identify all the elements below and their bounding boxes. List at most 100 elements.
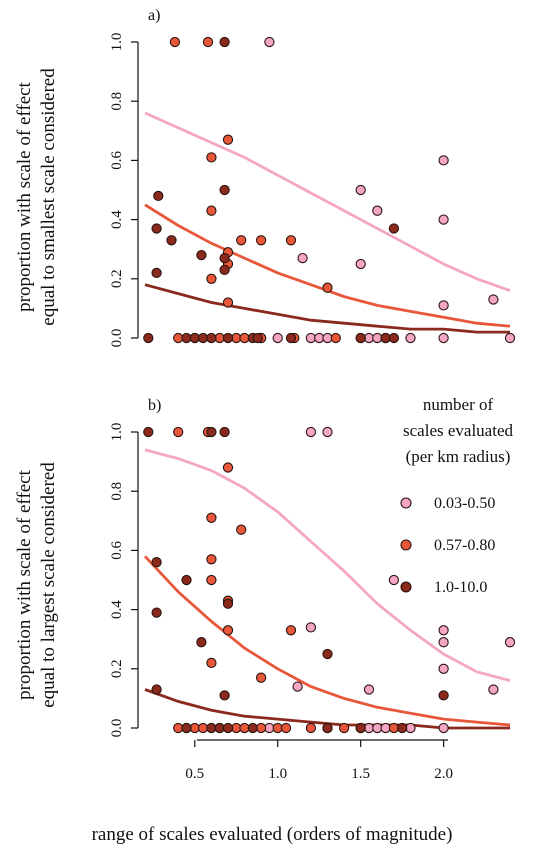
fit-curve-0.03-0.50	[144, 448, 511, 682]
data-point	[438, 637, 449, 648]
data-point	[196, 249, 207, 261]
data-point	[438, 722, 449, 734]
panel-b-x-ticks: 0.5 1.0 1.5 2.0	[185, 740, 453, 782]
data-point	[438, 690, 449, 701]
data-point	[438, 663, 449, 674]
data-point	[272, 332, 283, 344]
data-point	[322, 722, 333, 734]
legend-label: 1.0-10.0	[434, 579, 487, 596]
legend-label: 0.03-0.50	[434, 495, 495, 512]
panel-b-y-ticks: 0.0 0.2 0.4 0.6 0.8 1.0	[109, 423, 138, 738]
fit-curve-0.57-0.80	[143, 555, 511, 727]
data-point	[372, 205, 383, 216]
data-point	[181, 574, 192, 586]
data-point	[322, 426, 333, 438]
data-point	[151, 267, 162, 279]
data-point	[322, 648, 333, 660]
panel-a-y-ticks: 0.0 0.2 0.4 0.6 0.8 1.0	[109, 33, 138, 348]
x-tick-label: 0.5	[185, 766, 204, 782]
panel-a-fitted-curves	[144, 111, 511, 334]
fit-curve-1.0-10.0	[144, 283, 510, 334]
x-tick-label: 1.0	[268, 766, 287, 782]
data-point	[438, 214, 449, 225]
data-point	[222, 625, 234, 636]
data-point	[206, 426, 217, 438]
data-point	[206, 574, 217, 586]
data-point	[151, 557, 162, 568]
panel-b-ylabel-line2: equal to largest scale considered	[38, 462, 59, 708]
panel-a-points	[143, 36, 516, 344]
data-point	[255, 672, 267, 683]
data-point	[206, 554, 217, 565]
data-point	[181, 722, 192, 734]
data-point	[222, 462, 234, 473]
y-tick-label: 0.8	[109, 482, 125, 501]
data-point	[305, 426, 317, 438]
data-point	[255, 235, 267, 246]
data-point	[397, 722, 408, 734]
data-point	[169, 36, 181, 48]
legend-label: 0.57-0.80	[434, 537, 495, 554]
y-tick-label: 0.2	[109, 269, 125, 288]
legend-title-line1: number of	[423, 395, 494, 414]
data-point	[206, 657, 217, 669]
data-point	[305, 722, 317, 734]
panel-a-ylabel: proportion with scale of effect equal to…	[14, 68, 59, 326]
data-point	[285, 625, 297, 636]
legend-marker	[400, 581, 412, 593]
panel-a-ylabel-line1: proportion with scale of effect	[14, 81, 35, 311]
data-point	[438, 155, 449, 166]
fit-curve-0.57-0.80	[144, 203, 511, 328]
data-point	[488, 294, 499, 305]
data-point	[219, 184, 230, 196]
panel-b-ylabel: proportion with scale of effect equal to…	[14, 462, 59, 708]
data-point	[292, 681, 303, 692]
data-point	[206, 152, 217, 163]
data-point	[151, 684, 162, 695]
y-tick-label: 1.0	[109, 423, 125, 442]
data-point	[143, 332, 154, 344]
data-point	[252, 332, 263, 344]
panel-b-points	[143, 426, 516, 734]
panel-a: a) proportion with scale of effect equal…	[14, 7, 516, 348]
data-point	[219, 36, 230, 48]
panel-b: b) proportion with scale of effect equal…	[14, 395, 516, 845]
data-point	[297, 252, 308, 264]
data-point	[504, 332, 516, 344]
y-tick-label: 0.4	[109, 210, 125, 229]
data-point	[222, 332, 234, 344]
y-tick-label: 0.6	[109, 541, 125, 560]
x-tick-label: 2.0	[434, 766, 453, 782]
data-point	[405, 332, 416, 344]
legend-items: 0.03-0.50 0.57-0.80 1.0-10.0	[400, 495, 495, 596]
data-point	[438, 300, 449, 311]
panel-a-ylabel-line2: equal to smallest scale considered	[38, 68, 59, 326]
data-point	[219, 264, 230, 276]
data-point	[166, 235, 177, 246]
data-point	[236, 235, 247, 246]
data-point	[222, 722, 234, 734]
data-point	[151, 607, 162, 618]
data-point	[488, 684, 499, 695]
data-point	[504, 637, 516, 648]
data-point	[219, 690, 230, 701]
y-tick-label: 0.0	[109, 329, 125, 348]
y-tick-label: 0.0	[109, 719, 125, 738]
legend-marker	[400, 539, 412, 551]
y-tick-label: 0.2	[109, 659, 125, 678]
data-point	[264, 36, 275, 48]
data-point	[438, 332, 449, 344]
data-point	[280, 722, 292, 734]
legend: number of scales evaluated (per km radiu…	[400, 395, 513, 596]
data-point	[355, 332, 366, 344]
x-axis-label: range of scales evaluated (orders of mag…	[92, 824, 453, 845]
data-point	[219, 252, 230, 264]
y-tick-label: 0.4	[109, 600, 125, 619]
data-point	[355, 184, 366, 196]
data-point	[222, 297, 234, 308]
data-point	[355, 258, 366, 270]
data-point	[202, 36, 214, 48]
legend-marker	[400, 497, 412, 509]
y-tick-label: 0.6	[109, 151, 125, 170]
